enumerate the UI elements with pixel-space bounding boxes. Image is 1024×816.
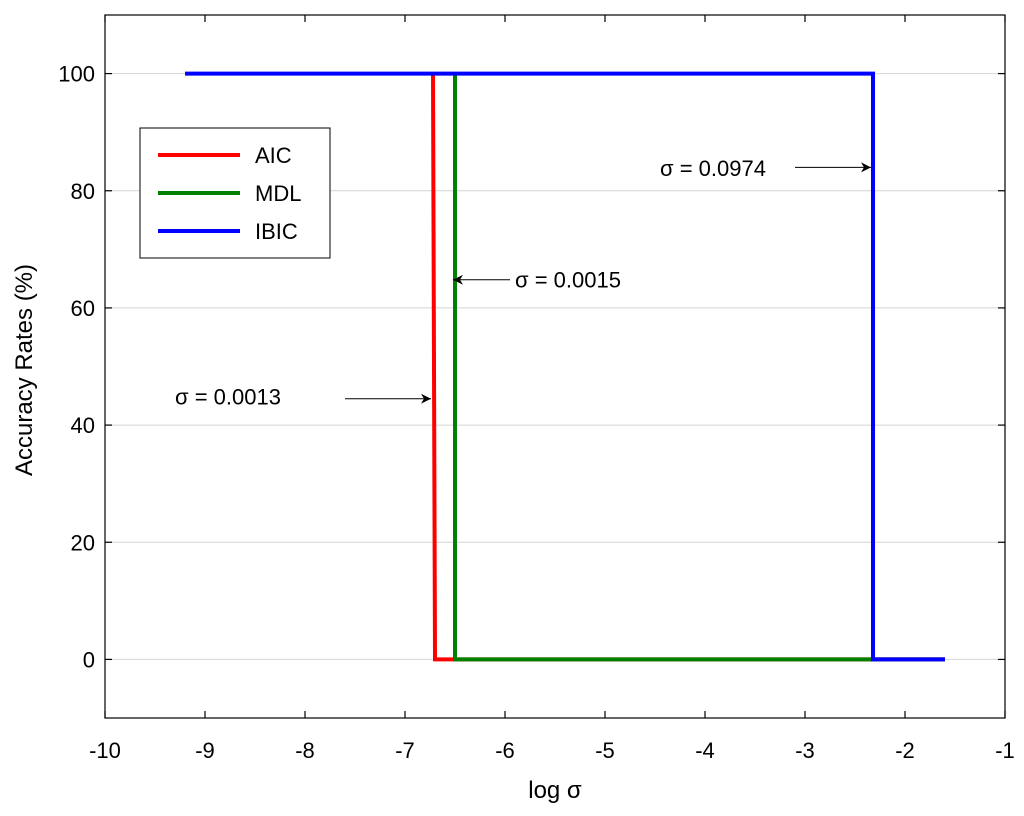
series-line-mdl <box>453 73 945 662</box>
annotations: σ = 0.0013 σ = 0.0015 σ = 0.0974 <box>175 156 871 410</box>
series-line-ibic <box>185 71 945 662</box>
x-tick-label: -3 <box>795 738 815 763</box>
x-axis-label: log σ <box>528 777 582 804</box>
y-tick-label: 80 <box>71 179 95 204</box>
y-axis-label: Accuracy Rates (%) <box>11 264 38 476</box>
y-tick-label: 40 <box>71 413 95 438</box>
annotation-label: σ = 0.0015 <box>515 267 621 292</box>
legend-entry: AIC <box>255 143 292 168</box>
x-tick-label: -4 <box>695 738 715 763</box>
y-tick-label: 100 <box>58 62 95 87</box>
annotation-label: σ = 0.0013 <box>175 385 281 410</box>
x-tick-label: -7 <box>395 738 415 763</box>
x-tick-label: -5 <box>595 738 615 763</box>
x-tick-label: -10 <box>89 738 121 763</box>
x-tick-label: -8 <box>295 738 315 763</box>
plot-area <box>105 15 1005 718</box>
legend-entry: MDL <box>255 181 301 206</box>
legend: AIC MDL IBIC <box>139 127 331 259</box>
y-tick-label: 0 <box>83 647 95 672</box>
x-tick-label: -2 <box>895 738 915 763</box>
x-tick-label: -6 <box>495 738 515 763</box>
annotation-label: σ = 0.0974 <box>660 156 766 181</box>
y-tick-label: 20 <box>71 530 95 555</box>
y-tick-label: 60 <box>71 296 95 321</box>
axes: 0 20 40 60 80 100 -10 -9 -8 -7 -6 -5 -4 -3 -2 -1 <box>58 14 1015 763</box>
x-tick-label: -1 <box>995 738 1015 763</box>
x-tick-label: -9 <box>195 738 215 763</box>
series-layer <box>185 71 945 662</box>
plot-frame <box>104 14 1006 719</box>
legend-entry: IBIC <box>255 219 298 244</box>
